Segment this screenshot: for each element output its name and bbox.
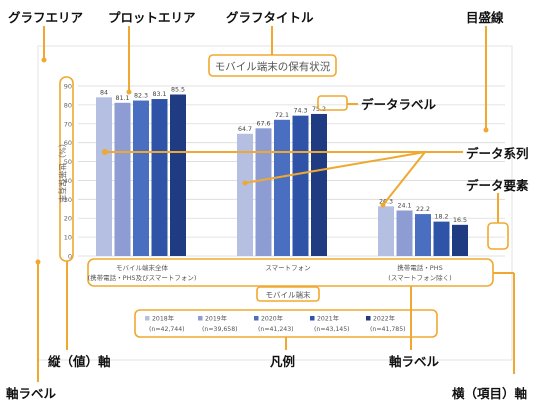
callout-data-label: データラベル	[361, 97, 437, 112]
data-label: 16.5	[453, 217, 467, 224]
bar	[433, 221, 450, 256]
chart-title: モバイル端末の保有状況	[215, 60, 331, 73]
legend-label: 2021年	[317, 315, 339, 323]
bar	[255, 128, 272, 256]
legend-label: 2018年	[152, 315, 174, 323]
bar	[237, 133, 253, 256]
legend-label: 2022年	[373, 315, 395, 323]
legend-label: 2020年	[261, 315, 283, 323]
bar	[311, 113, 327, 256]
callout-data-point: データ要素	[466, 178, 529, 193]
data-label: 22.2	[416, 206, 430, 213]
legend-label: 2019年	[205, 315, 227, 323]
category-label: (スマートフォン除く)	[388, 273, 451, 282]
bar	[274, 119, 290, 256]
legend-swatch	[366, 316, 371, 321]
category-label: スマートフォン	[265, 264, 310, 272]
y-tick-label: 60	[64, 139, 72, 147]
y-tick-label: 80	[64, 101, 72, 109]
legend-swatch	[254, 316, 259, 321]
category-axis-title-box	[256, 286, 320, 302]
callout-axis-label-right: 軸ラベル	[389, 354, 440, 369]
y-tick-label: 0	[68, 253, 72, 261]
callout-data-series: データ系列	[466, 146, 529, 161]
bar	[292, 115, 309, 257]
callout-dots	[35, 57, 489, 265]
callout-chart-area: グラフエリア	[8, 10, 83, 25]
legend: 2018年 (n=42,744) 2019年 (n=39,658) 2020年 (n=41…	[145, 315, 406, 333]
legend-sample-size: (n=43,145)	[314, 326, 350, 333]
legend-swatch	[145, 316, 150, 321]
callout-chart-title: グラフタイトル	[226, 10, 314, 25]
y-tick-label: 30	[64, 196, 72, 204]
legend-sample-size: (n=39,658)	[202, 326, 238, 333]
bar	[151, 99, 168, 257]
callout-axis-label-left: 軸ラベル	[6, 386, 57, 401]
legend-swatch	[310, 316, 315, 321]
data-label: 84	[100, 89, 108, 96]
value-axis-title: （%）世帯保有率	[58, 139, 68, 203]
bar	[396, 210, 413, 256]
legend-sample-size: (n=41,785)	[370, 326, 406, 333]
category-label: モバイル端末全体	[116, 263, 169, 272]
callout-category-axis: 横（項目）軸	[452, 386, 527, 401]
callout-lines	[37, 26, 515, 382]
data-label: 24.1	[397, 202, 411, 209]
legend-swatch	[198, 316, 203, 321]
data-label: 72.1	[275, 112, 289, 119]
y-tick-label: 40	[64, 177, 72, 185]
value-axis-ticks: 0 10 20 30 40 50 60 70 80 90	[64, 83, 72, 261]
callout-legend: 凡例	[270, 354, 295, 369]
category-axis-labels: モバイル端末全体(携帯電話・PHS及びスマートフォン) スマートフォン 携帯電話・P…	[88, 263, 452, 282]
bar	[170, 94, 186, 256]
y-tick-label: 10	[64, 234, 72, 242]
data-label: 82.3	[134, 93, 148, 100]
data-label: 81.1	[115, 95, 129, 102]
y-tick-label: 70	[64, 120, 72, 128]
bar	[452, 224, 468, 256]
bar	[133, 100, 149, 257]
data-label: 64.7	[238, 126, 252, 133]
legend-sample-size: (n=42,744)	[149, 326, 185, 333]
y-tick-label: 50	[64, 158, 72, 166]
data-label: 18.2	[434, 214, 448, 221]
data-label: 67.6	[256, 120, 270, 127]
bar	[96, 97, 112, 256]
bar	[114, 102, 131, 256]
category-axis-title: モバイル端末	[266, 290, 311, 300]
category-label: (携帯電話・PHS及びスマートフォン)	[88, 273, 197, 282]
data-label: 83.1	[152, 91, 166, 98]
data-label: 74.3	[293, 108, 307, 115]
legend-sample-size: (n=41,243)	[258, 326, 294, 333]
data-label: 85.5	[171, 87, 185, 94]
callout-plot-area: プロットエリア	[108, 10, 196, 25]
y-tick-label: 90	[64, 83, 72, 91]
callout-gridlines: 目盛線	[466, 10, 504, 25]
bar	[415, 214, 431, 256]
bar	[378, 206, 394, 256]
callout-value-axis: 縦（値）軸	[48, 354, 111, 369]
y-tick-label: 20	[64, 215, 72, 223]
category-label: 携帯電話・PHS	[397, 263, 442, 272]
